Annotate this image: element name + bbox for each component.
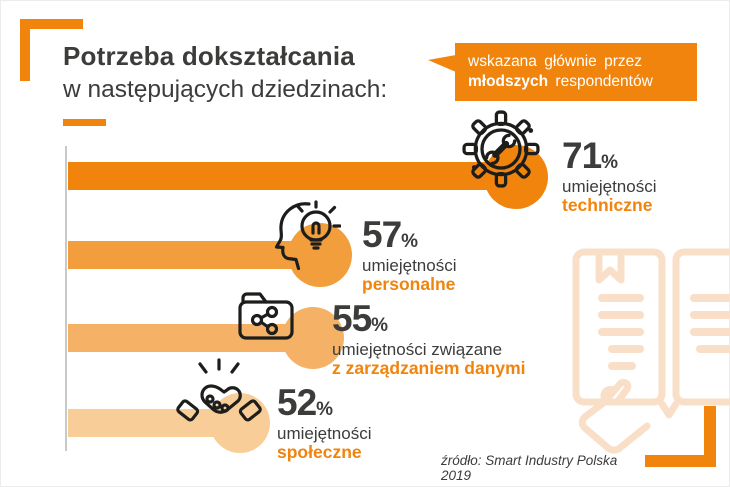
category-label-line2: z zarządzaniem danymi — [332, 358, 526, 378]
top-left-bracket-vertical — [20, 19, 30, 81]
category-label-line1: umiejętności — [562, 177, 657, 196]
gear-wrench-icon — [462, 110, 540, 188]
callout-text-line1: wskazana głównie przez — [468, 53, 643, 70]
callout-bubble: wskazana głównie przez młodszych respond… — [428, 43, 697, 101]
item-text-block: 57% umiejętności personalne — [362, 216, 457, 294]
bottom-right-bracket-horizontal — [645, 455, 716, 467]
source-caption: źródło: Smart Industry Polska 2019 — [441, 453, 618, 483]
title-line-1: Potrzeba dokształcania — [63, 41, 355, 71]
top-left-bracket-horizontal — [20, 19, 83, 29]
category-label-line2: społeczne — [277, 442, 362, 462]
category-label-line1: umiejętności — [362, 256, 457, 275]
item-text-block: 71% umiejętności techniczne — [562, 137, 657, 215]
title-underline-dash — [63, 119, 106, 126]
category-label-line2: techniczne — [562, 195, 653, 215]
category-label-line1: umiejętności — [277, 424, 372, 443]
category-label-line2: personalne — [362, 274, 456, 294]
value-label: 71% — [562, 135, 619, 176]
item-text-block: 55% umiejętności związane z zarządzaniem… — [332, 300, 526, 378]
head-lightbulb-icon — [269, 196, 341, 276]
value-label: 52% — [277, 382, 334, 423]
value-label: 55% — [332, 298, 389, 339]
bottom-right-bracket-vertical — [704, 406, 716, 467]
callout-bold-word: młodszych — [468, 73, 549, 90]
item-text-block: 52% umiejętności społeczne — [277, 384, 372, 462]
callout-text-line2: respondentów — [548, 73, 653, 90]
category-label-line1: umiejętności związane — [332, 340, 503, 359]
handshake-icon — [176, 358, 262, 438]
title-line-2: w następujących dziedzinach: — [63, 75, 388, 103]
callout-tail — [428, 55, 456, 72]
bar-techniczne — [68, 162, 516, 190]
folder-share-icon — [233, 286, 299, 348]
chart-baseline-axis — [65, 146, 67, 451]
page-title: Potrzeba dokształcania w następujących d… — [63, 40, 387, 106]
value-label: 57% — [362, 214, 419, 255]
